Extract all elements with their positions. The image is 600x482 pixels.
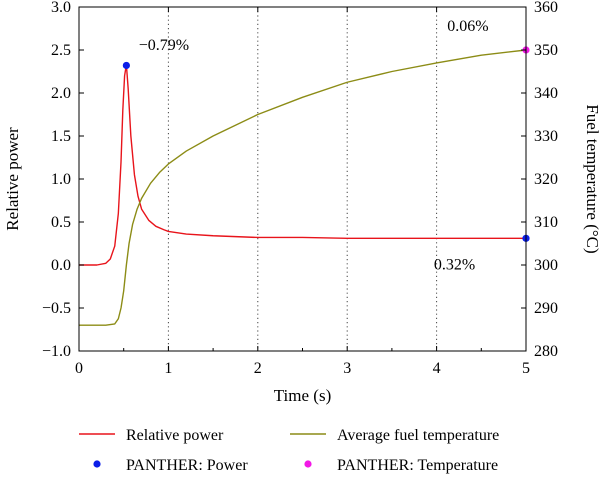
- annotation-2: 0.32%: [434, 256, 475, 273]
- y-left-tick-label-5: 1.5: [51, 128, 71, 145]
- y-right-tick-label-0: 280: [534, 343, 558, 360]
- y-left-tick-label-6: 2.0: [51, 85, 71, 102]
- legend-label-2: PANTHER: Power: [126, 457, 248, 474]
- y-axis-right-label: Fuel temperature (°C): [583, 104, 600, 253]
- y-right-tick-label-2: 300: [534, 257, 558, 274]
- series-line-0: [79, 63, 526, 266]
- legend-swatch-2: [93, 460, 101, 468]
- y-right-tick-label-7: 350: [534, 42, 558, 59]
- y-right-tick-label-5: 330: [534, 128, 558, 145]
- legend-label-1: Average fuel temperature: [337, 427, 499, 444]
- y-right-tick-label-6: 340: [534, 85, 558, 102]
- y-right-tick-label-8: 360: [534, 0, 558, 16]
- legend-label-0: Relative power: [126, 427, 224, 444]
- axis-ticks: 0 1 2 3 4 5 −1.0 −0.5 0.0 0.5 1.0 1.5 2.0 2.5 3.0 280 29…: [42, 0, 558, 377]
- series-line-1: [79, 49, 527, 326]
- legend-swatch-3: [304, 460, 312, 468]
- y-left-tick-label-8: 3.0: [51, 0, 71, 16]
- y-left-tick-label-0: −1.0: [42, 343, 71, 360]
- y-left-tick-label-3: 0.5: [51, 214, 71, 231]
- x-tick-label-4: 4: [433, 360, 441, 377]
- x-tick-label-5: 5: [522, 360, 530, 377]
- annotation-0: −0.79%: [139, 37, 189, 54]
- y-right-tick-label-3: 310: [534, 214, 558, 231]
- y-right-tick-label-4: 320: [534, 171, 558, 188]
- y-left-tick-label-4: 1.0: [51, 171, 71, 188]
- y-left-tick-label-2: 0.0: [51, 257, 71, 274]
- y-left-tick-label-7: 2.5: [51, 42, 71, 59]
- marker-2-0: [122, 61, 130, 70]
- annotation-1: 0.06%: [447, 18, 488, 35]
- y-right-tick-label-1: 290: [534, 300, 558, 317]
- y-left-tick-label-1: −0.5: [42, 300, 71, 317]
- x-tick-label-2: 2: [254, 360, 262, 377]
- grid-lines: [167, 7, 438, 351]
- legend: Relative power Average fuel temperature PA…: [79, 427, 499, 474]
- x-tick-label-3: 3: [343, 360, 351, 377]
- y-axis-left-label: Relative power: [3, 127, 22, 231]
- x-axis-label: Time (s): [274, 386, 331, 405]
- annotations: −0.79% 0.06% 0.32%: [139, 18, 489, 273]
- x-tick-label-1: 1: [164, 360, 172, 377]
- x-tick-label-0: 0: [75, 360, 83, 377]
- data-markers: [122, 46, 530, 242]
- series-lines: [79, 49, 527, 326]
- legend-label-3: PANTHER: Temperature: [337, 457, 498, 474]
